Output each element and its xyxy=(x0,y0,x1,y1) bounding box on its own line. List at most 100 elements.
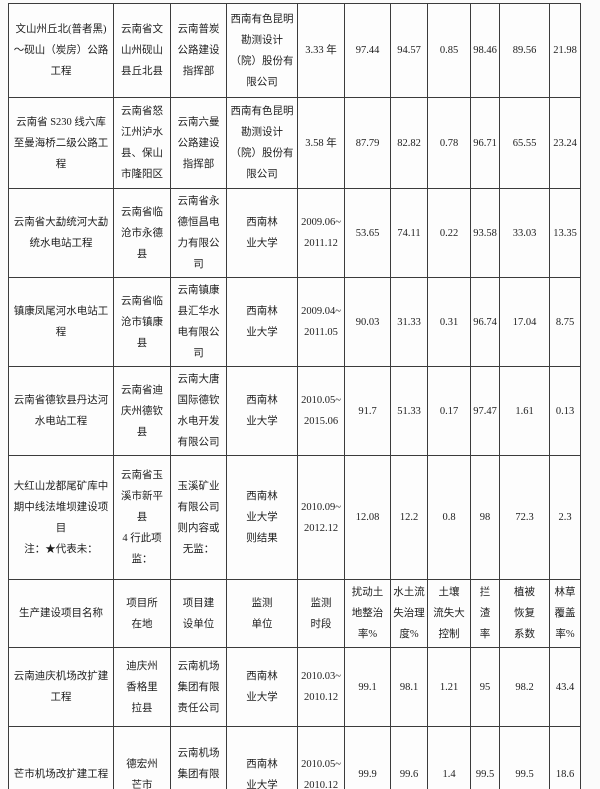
column-header: 项目建 设单位 xyxy=(170,579,227,648)
table-cell: 云南省迪庆州德钦县 xyxy=(113,366,171,456)
table-cell: 云南六曼公路建设指挥部 xyxy=(170,97,227,189)
column-header: 植被 恢复 系数 xyxy=(499,579,550,648)
table-cell: 87.79 xyxy=(344,97,391,189)
column-header: 林草 覆盖 率% xyxy=(549,579,581,648)
table-cell: 西南有色昆明勘测设计（院）股份有限公司 xyxy=(226,3,298,98)
table-cell: 99.1 xyxy=(344,647,391,727)
table-cell: 云南镇康县汇华水电有限公司 xyxy=(170,277,227,367)
table-cell: 云南机场集团有限责任公司 xyxy=(170,726,227,789)
table-cell: 云南省永德恒昌电力有限公司 xyxy=(170,188,227,278)
table-cell: 17.04 xyxy=(499,277,550,367)
table-cell: 94.57 xyxy=(390,3,428,98)
column-header: 水土流 失治理 度% xyxy=(390,579,428,648)
table-cell: 99.6 xyxy=(390,726,428,789)
table-cell: 12.08 xyxy=(344,455,391,580)
column-header: 拦 渣 率 xyxy=(470,579,500,648)
table-cell: 云南大唐国际德钦水电开发有限公司 xyxy=(170,366,227,456)
table-cell: 72.3 xyxy=(499,455,550,580)
table-cell: 西南有色昆明勘测设计（院）股份有限公司 xyxy=(226,97,298,189)
table-cell: 99.5 xyxy=(499,726,550,789)
table-cell: 0.78 xyxy=(427,97,471,189)
table-cell: 97.44 xyxy=(344,3,391,98)
table-cell: 23.24 xyxy=(549,97,581,189)
table-cell: 1.4 xyxy=(427,726,471,789)
table-cell: 西南林 业大学 xyxy=(226,277,298,367)
table-cell: 云南省临沧市镇康县 xyxy=(113,277,171,367)
table-cell: 云南普炭公路建设指挥部 xyxy=(170,3,227,98)
table-cell: 31.33 xyxy=(390,277,428,367)
table-cell: 18.6 xyxy=(549,726,581,789)
table-cell: 西南林 业大学 xyxy=(226,366,298,456)
table-cell: 51.33 xyxy=(390,366,428,456)
table-cell: 云南机场集团有限责任公司 xyxy=(170,647,227,727)
table-cell: 云南省临沧市永德县 xyxy=(113,188,171,278)
table-cell: 云南省德钦县丹达河水电站工程 xyxy=(8,366,114,456)
table-header-row: 生产建设项目名称 项目所 在地 项目建 设单位 监测 单位 监测 时段 扰动土 地整治 率… xyxy=(8,579,581,648)
table-cell: 53.65 xyxy=(344,188,391,278)
table-cell: 德宏州 芒市 xyxy=(113,726,171,789)
table-cell: 云南迪庆机场改扩建工程 xyxy=(8,647,114,727)
table-cell: 33.03 xyxy=(499,188,550,278)
projects-table-body: 文山州丘北(普者黑)～砚山（炭房）公路工程 云南省文山州砚山县丘北县 云南普炭公路建… xyxy=(8,3,581,789)
table-cell: 99.5 xyxy=(470,726,500,789)
table-cell: 云南省玉溪市新平县 4 行此项监： xyxy=(113,455,171,580)
table-row: 云南省德钦县丹达河水电站工程 云南省迪庆州德钦县 云南大唐国际德钦水电开发有限公司西… xyxy=(8,366,581,456)
table-cell: 82.82 xyxy=(390,97,428,189)
table-cell: 96.71 xyxy=(470,97,500,189)
table-cell: 0.17 xyxy=(427,366,471,456)
table-cell: 89.56 xyxy=(499,3,550,98)
table-cell: 98.1 xyxy=(390,647,428,727)
table-cell: 90.03 xyxy=(344,277,391,367)
table-cell: 3.58 年 xyxy=(297,97,345,189)
table-cell: 3.33 年 xyxy=(297,3,345,98)
table-cell: 8.75 xyxy=(549,277,581,367)
table-cell: 云南省文山州砚山县丘北县 xyxy=(113,3,171,98)
table-cell: 0.31 xyxy=(427,277,471,367)
column-header: 监测 单位 xyxy=(226,579,298,648)
table-row: 云南迪庆机场改扩建工程 迪庆州 香格里 拉县 云南机场集团有限责任公司 西南林 业大学… xyxy=(8,647,581,727)
table-cell: 文山州丘北(普者黑)～砚山（炭房）公路工程 xyxy=(8,3,114,98)
table-cell: 93.58 xyxy=(470,188,500,278)
table-cell: 96.74 xyxy=(470,277,500,367)
projects-table: 文山州丘北(普者黑)～砚山（炭房）公路工程 云南省文山州砚山县丘北县 云南普炭公路建… xyxy=(8,3,581,789)
column-header: 监测 时段 xyxy=(297,579,345,648)
table-cell: 99.9 xyxy=(344,726,391,789)
table-cell: 2010.05~ 2015.06 xyxy=(297,366,345,456)
table-cell: 西南林 业大学 xyxy=(226,188,298,278)
table-cell: 97.47 xyxy=(470,366,500,456)
table-cell: 12.2 xyxy=(390,455,428,580)
table-cell: 91.7 xyxy=(344,366,391,456)
table-cell: 西南林 业大学 xyxy=(226,647,298,727)
table-cell: 2010.09~ 2012.12 xyxy=(297,455,345,580)
table-cell: 玉溪矿业有限公司 则内容或无监： xyxy=(170,455,227,580)
table-cell: 2009.04~ 2011.05 xyxy=(297,277,345,367)
table-cell: 西南林 业大学 则结果 xyxy=(226,455,298,580)
table-cell: 98 xyxy=(470,455,500,580)
column-header: 土壤 流失大 控制 xyxy=(427,579,471,648)
table-cell: 65.55 xyxy=(499,97,550,189)
table-row: 文山州丘北(普者黑)～砚山（炭房）公路工程 云南省文山州砚山县丘北县 云南普炭公路建… xyxy=(8,3,581,98)
table-cell: 大红山龙都尾矿库中期中线法堆坝建设项目 注：★代表未： xyxy=(8,455,114,580)
table-cell: 2010.05~ 2010.12 xyxy=(297,726,345,789)
table-cell: 0.22 xyxy=(427,188,471,278)
table-row: 大红山龙都尾矿库中期中线法堆坝建设项目 注：★代表未： 云南省玉溪市新平县 4 行… xyxy=(8,455,581,580)
table-cell: 镇康凤尾河水电站工程 xyxy=(8,277,114,367)
table-cell: 2.3 xyxy=(549,455,581,580)
table-cell: 芒市机场改扩建工程 xyxy=(8,726,114,789)
table-cell: 98.2 xyxy=(499,647,550,727)
table-cell: 21.98 xyxy=(549,3,581,98)
column-header: 扰动土 地整治 率% xyxy=(344,579,391,648)
table-cell: 74.11 xyxy=(390,188,428,278)
table-cell: 0.85 xyxy=(427,3,471,98)
table-cell: 云南省 S230 线六库至曼海桥二级公路工程 xyxy=(8,97,114,189)
table-cell: 43.4 xyxy=(549,647,581,727)
table-cell: 西南林 业大学 xyxy=(226,726,298,789)
table-cell: 2009.06~ 2011.12 xyxy=(297,188,345,278)
column-header: 项目所 在地 xyxy=(113,579,171,648)
table-cell: 2010.03~ 2010.12 xyxy=(297,647,345,727)
table-cell: 迪庆州 香格里 拉县 xyxy=(113,647,171,727)
table-cell: 1.61 xyxy=(499,366,550,456)
table-cell: 95 xyxy=(470,647,500,727)
